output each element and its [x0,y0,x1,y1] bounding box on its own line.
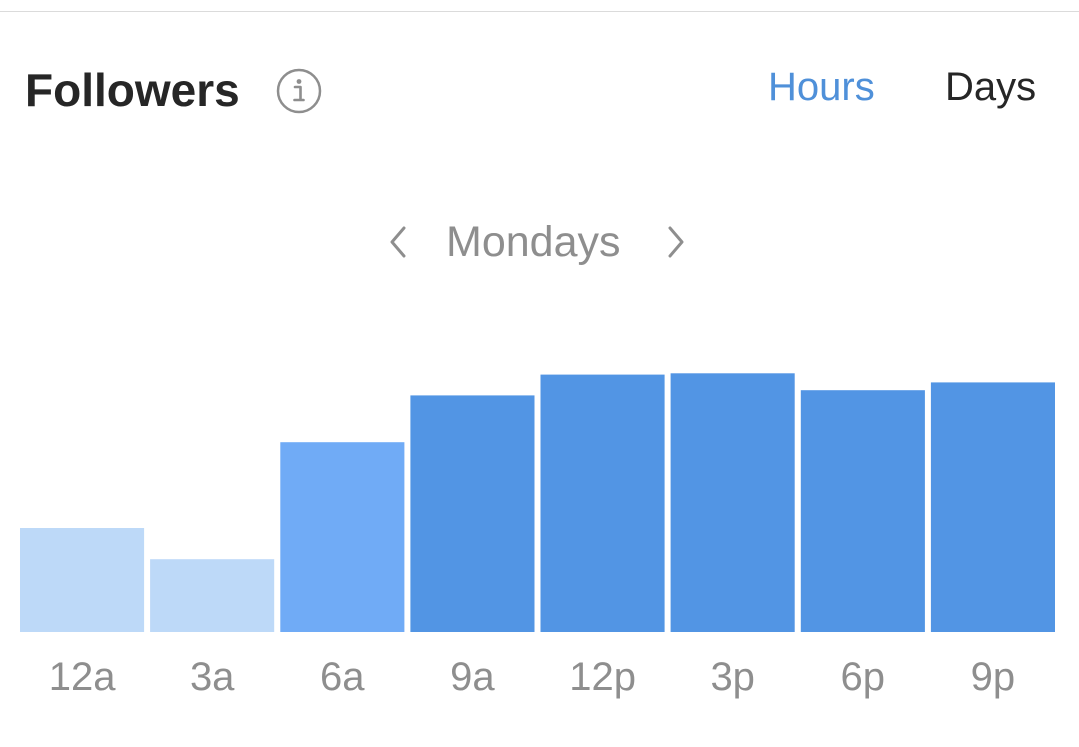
bar-9a[interactable] [410,395,535,632]
bar-6a[interactable] [280,442,405,632]
tab-hours[interactable]: Hours [768,62,875,112]
bar-3p[interactable] [670,373,795,632]
chevron-right-icon[interactable] [662,224,692,260]
bar-12a[interactable] [20,528,145,632]
x-tick-label: 3a [190,655,235,699]
bar-9p[interactable] [930,382,1055,632]
x-tick-label: 6p [841,655,886,699]
page-title: Followers [25,64,240,116]
x-tick-label: 6a [320,655,365,699]
x-tick-label: 12a [49,655,116,699]
top-divider [0,11,1079,12]
period-navigator: Mondays [0,214,1079,270]
bar-12p[interactable] [540,374,665,632]
bar-3a[interactable] [150,559,275,632]
bar-6p[interactable] [800,390,925,632]
x-tick-label: 3p [710,655,755,699]
x-tick-label: 9p [971,655,1016,699]
tab-days[interactable]: Days [945,62,1036,112]
chevron-left-icon[interactable] [384,224,414,260]
x-tick-label: 12p [569,655,636,699]
x-tick-label: 9a [450,655,495,699]
period-label: Mondays [446,218,621,266]
info-icon[interactable] [276,68,322,114]
